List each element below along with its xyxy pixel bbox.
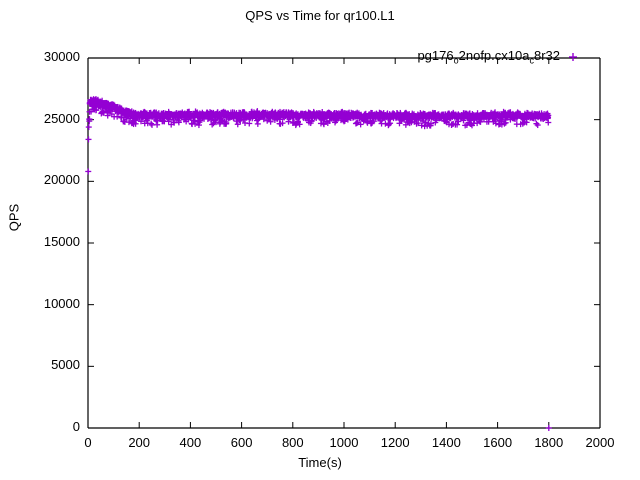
x-tick-label: 1800 — [534, 435, 564, 450]
x-axis-label: Time(s) — [298, 455, 342, 470]
x-tick-label: 1200 — [380, 435, 410, 450]
y-tick-label: 5000 — [51, 357, 80, 373]
y-tick-label: 25000 — [43, 110, 80, 126]
y-tick-label: 30000 — [43, 49, 80, 64]
y-tick-label: 10000 — [43, 295, 80, 311]
x-tick-label: 600 — [230, 435, 253, 450]
x-tick-label: 1600 — [483, 435, 513, 450]
x-tick-label: 2000 — [585, 435, 615, 450]
y-tick-label: 20000 — [43, 172, 80, 188]
chart-title: QPS vs Time for qr100.L1 — [245, 8, 395, 23]
data-points-series — [85, 96, 552, 431]
x-tick-label: 0 — [84, 435, 92, 450]
x-tick-label: 800 — [281, 435, 304, 450]
legend-marker-plus-icon — [569, 53, 577, 61]
x-tick-label: 1000 — [329, 435, 359, 450]
y-tick-label: 15000 — [43, 234, 80, 249]
axis-ticks — [87, 57, 601, 429]
x-tick-label: 400 — [179, 435, 202, 450]
y-tick-label: 0 — [72, 419, 80, 434]
x-tick-label: 1400 — [431, 435, 461, 450]
x-tick-label: 200 — [128, 435, 151, 450]
legend-entry-label: pg176o2nofp.cx10ac8r32 — [417, 48, 560, 66]
